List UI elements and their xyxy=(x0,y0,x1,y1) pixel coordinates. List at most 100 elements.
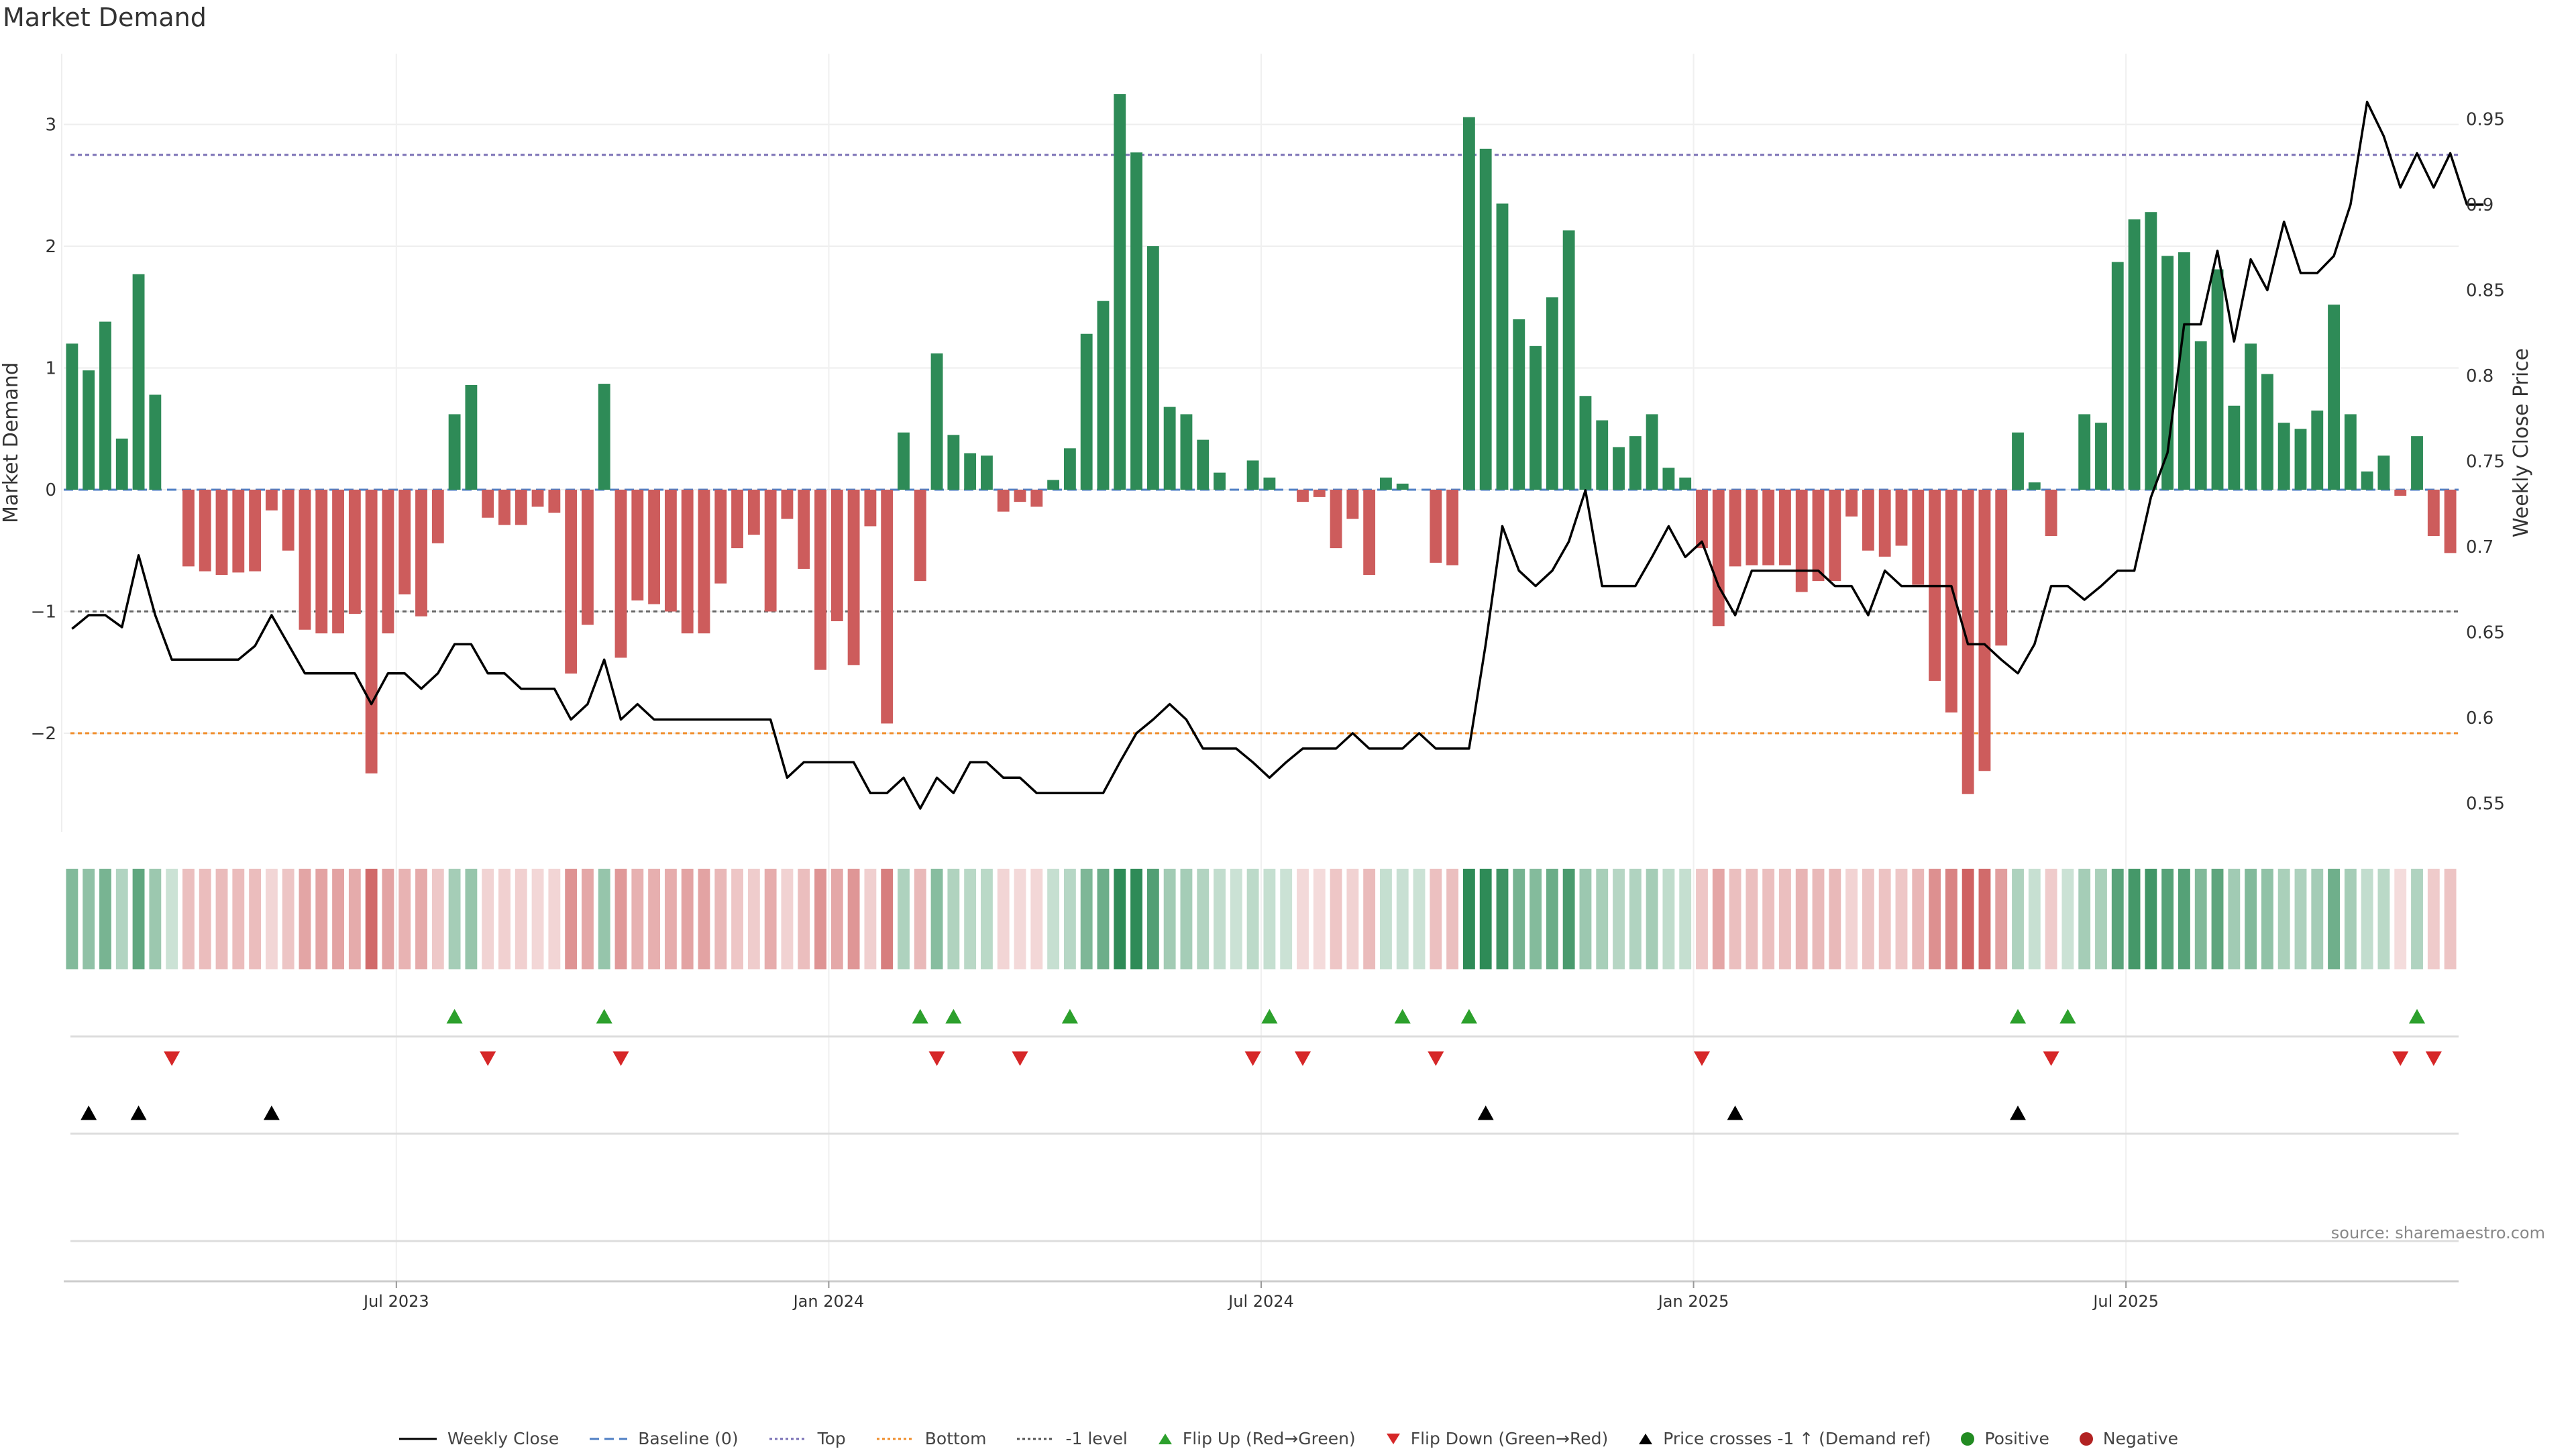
y-tick-label: −1 xyxy=(31,602,56,623)
heat-cell xyxy=(914,869,926,969)
circle-icon xyxy=(2079,1432,2093,1446)
heat-cell xyxy=(1014,869,1026,969)
demand-bar xyxy=(199,490,211,572)
heat-cell xyxy=(898,869,910,969)
heat-cell xyxy=(1430,869,1442,969)
demand-bar xyxy=(515,490,527,525)
heat-cell xyxy=(99,869,111,969)
heat-cell xyxy=(498,869,511,969)
price-cross-marker xyxy=(1727,1106,1743,1120)
demand-bar xyxy=(947,435,960,490)
demand-bar xyxy=(2377,455,2390,490)
heat-cell xyxy=(199,869,211,969)
heat-cell xyxy=(1380,869,1392,969)
demand-bar xyxy=(1546,297,1558,490)
demand-bar xyxy=(66,343,78,490)
price-cross-marker xyxy=(130,1106,147,1120)
weekly-close-line xyxy=(71,101,2484,810)
demand-bar xyxy=(1197,439,1210,490)
demand-bar xyxy=(1479,148,1492,490)
legend-item-weekly-close: Weekly Close xyxy=(398,1429,559,1448)
demand-bar xyxy=(448,414,461,490)
heat-cell xyxy=(431,869,444,969)
heat-cell xyxy=(1462,869,1475,969)
demand-bar xyxy=(1679,477,1692,490)
flip-down-marker xyxy=(480,1051,496,1066)
heat-cell xyxy=(1795,869,1808,969)
heat-cell xyxy=(2394,869,2407,969)
x-tick-label: Jul 2023 xyxy=(362,1292,429,1311)
reference-levels xyxy=(64,154,2459,735)
flip-down-marker xyxy=(928,1051,945,1066)
flip-up-marker xyxy=(596,1009,612,1024)
flip-up-marker xyxy=(2010,1009,2027,1024)
heat-cell xyxy=(1978,869,1991,969)
heat-cell xyxy=(1197,869,1210,969)
heat-cell xyxy=(2377,869,2390,969)
grid-lines xyxy=(64,54,2459,1281)
demand-bar xyxy=(1297,490,1309,502)
demand-bar xyxy=(1114,94,1126,490)
flip-up-marker xyxy=(446,1009,463,1024)
heat-cell xyxy=(1845,869,1858,969)
y-tick-label: 2 xyxy=(45,237,56,257)
heat-cell xyxy=(864,869,877,969)
legend-item-minus-one: -1 level xyxy=(1016,1429,1128,1448)
dotted-line-icon xyxy=(769,1438,807,1440)
y-tick-label: −2 xyxy=(31,724,56,744)
demand-bar xyxy=(881,490,894,724)
flip-down-marker xyxy=(1294,1051,1311,1066)
heat-cell xyxy=(531,869,544,969)
heat-cell xyxy=(2045,869,2057,969)
y2-tick-label: 0.55 xyxy=(2466,794,2505,814)
heat-cell xyxy=(382,869,394,969)
heat-cell xyxy=(315,869,328,969)
heat-cell xyxy=(182,869,195,969)
heat-cell xyxy=(515,869,527,969)
demand-bar xyxy=(1829,490,1841,582)
demand-bar xyxy=(1214,472,1226,490)
demand-bar xyxy=(1030,490,1043,507)
demand-bar xyxy=(664,490,677,612)
heat-cell xyxy=(1263,869,1276,969)
demand-bar xyxy=(548,490,561,513)
legend-label: Positive xyxy=(1984,1429,2049,1448)
demand-bar xyxy=(1529,345,1542,490)
heat-cell xyxy=(814,869,826,969)
x-tick-label: Jul 2024 xyxy=(1227,1292,1294,1311)
heat-cell xyxy=(1246,869,1259,969)
flip-down-marker xyxy=(164,1051,180,1066)
demand-bar xyxy=(798,490,810,569)
flip-up-marker xyxy=(912,1009,928,1024)
demand-bar xyxy=(1180,414,1193,490)
y-tick-label: 0 xyxy=(45,480,56,500)
heat-cell xyxy=(1929,869,1941,969)
heat-cell xyxy=(598,869,610,969)
heat-cell xyxy=(2211,869,2224,969)
triangle-up-icon xyxy=(1158,1433,1172,1444)
heat-cell xyxy=(930,869,943,969)
dashed-line-icon xyxy=(590,1438,628,1440)
legend-label: Price crosses -1 ↑ (Demand ref) xyxy=(1663,1429,1931,1448)
heat-cell xyxy=(2111,869,2124,969)
heat-cell xyxy=(215,869,228,969)
heat-cell xyxy=(2061,869,2074,969)
demand-bar xyxy=(1462,117,1475,490)
heat-cell xyxy=(1163,869,1176,969)
demand-bar xyxy=(1795,490,1808,592)
demand-bar xyxy=(2245,343,2257,490)
heat-cell xyxy=(2245,869,2257,969)
demand-bar xyxy=(1746,490,1758,566)
demand-bar xyxy=(2344,414,2357,490)
dotted-line-icon xyxy=(1017,1438,1055,1440)
demand-bar xyxy=(465,384,478,490)
y-tick-label: 1 xyxy=(45,359,56,379)
demand-bar xyxy=(2328,305,2340,490)
demand-bar xyxy=(1130,152,1142,490)
demand-bar xyxy=(1779,490,1791,566)
heat-cell xyxy=(2178,869,2190,969)
demand-bar xyxy=(714,490,727,584)
heat-cell xyxy=(149,869,162,969)
demand-bar xyxy=(282,490,294,551)
